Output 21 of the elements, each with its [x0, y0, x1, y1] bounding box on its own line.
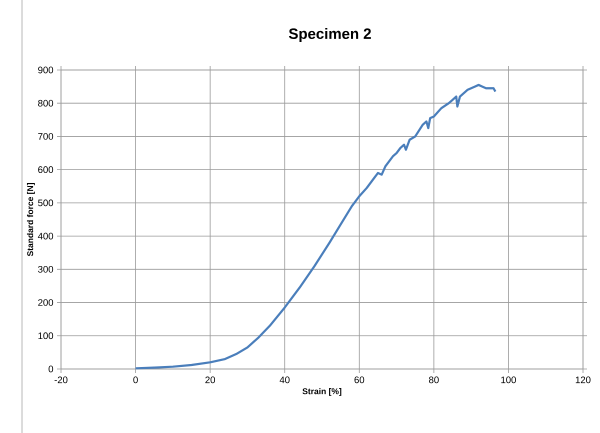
x-tick-label: 60: [354, 376, 364, 384]
y-tick-label: 900: [38, 66, 54, 74]
x-tick-label: 80: [429, 376, 439, 384]
y-tick-label: 400: [38, 232, 54, 240]
y-tick-label: 800: [38, 100, 54, 107]
x-tick-label: 0: [133, 376, 138, 384]
y-tick-label: 700: [38, 133, 54, 140]
x-tick-label: 40: [280, 376, 290, 384]
y-tick-label: 300: [38, 266, 54, 273]
y-tick-label: 600: [38, 166, 54, 174]
y-tick-label: 0: [48, 366, 54, 372]
x-tick-label: 120: [576, 376, 591, 384]
x-tick-label: 20: [205, 376, 216, 384]
x-axis-title: Strain [%]: [302, 388, 342, 396]
chart-title: Specimen 2: [288, 28, 371, 42]
x-tick-label: -20: [54, 376, 68, 384]
y-axis-title: Standard force [N]: [26, 183, 35, 256]
y-tick-label: 100: [38, 332, 54, 340]
y-tick-label: 200: [38, 299, 54, 306]
y-tick-label: 500: [38, 200, 54, 206]
x-tick-label: 100: [501, 376, 516, 384]
